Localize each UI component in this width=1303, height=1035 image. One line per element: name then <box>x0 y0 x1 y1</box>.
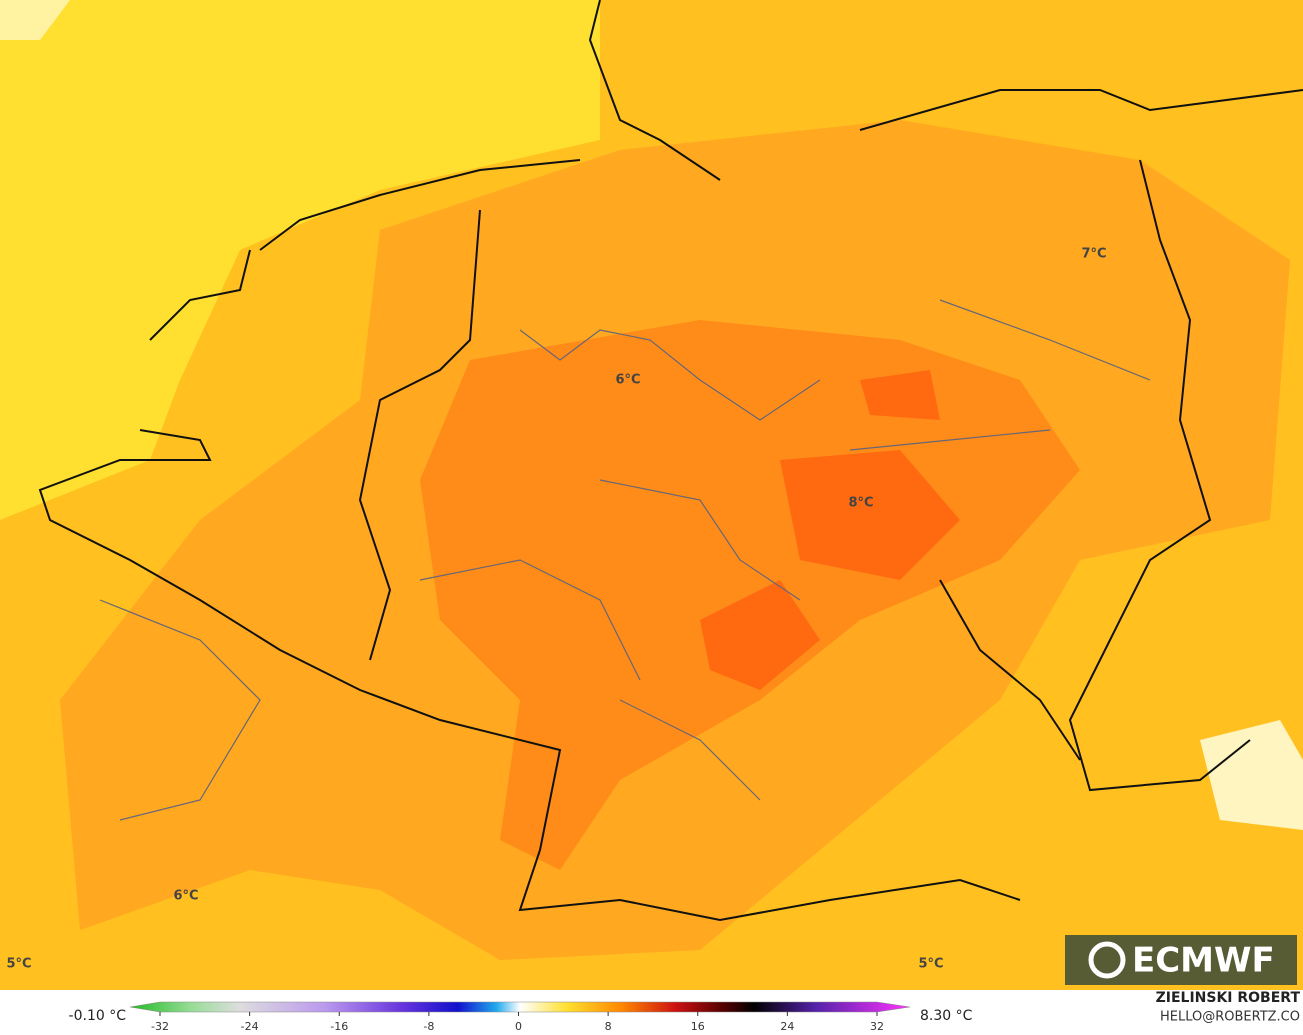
hot-core <box>700 370 960 690</box>
isotherm-label: 6°C <box>615 373 640 388</box>
cool-area <box>1200 720 1303 830</box>
colorbar-tick-label: 16 <box>691 1020 705 1033</box>
contact: HELLO@ROBERTZ.CO <box>1160 1010 1300 1025</box>
colorbar-bar <box>129 1001 911 1013</box>
region-borders <box>99 299 1151 821</box>
isotherm-label: 5°C <box>918 957 943 972</box>
isotherm-label: 8°C <box>848 496 873 511</box>
isotherm-label: 6°C <box>173 889 198 904</box>
light-area <box>0 0 70 40</box>
logo-icon <box>1088 941 1126 979</box>
colorbar-tick-label: 8 <box>605 1020 612 1033</box>
isotherm-label: 7°C <box>1081 247 1106 262</box>
colorbar-tick-label: -32 <box>151 1020 169 1033</box>
logo-text: ECMWF <box>1132 941 1275 981</box>
author: ZIELINSKI ROBERT <box>1156 990 1301 1006</box>
colorbar-tick-label: 32 <box>870 1020 884 1033</box>
max-label: 8.30 °C <box>920 1008 973 1024</box>
colorbar-tick-label: -24 <box>241 1020 259 1033</box>
isotherm-label: 5°C <box>6 957 31 972</box>
colorbar: -0.10 °C 8.30 °C -32 -24 -16 -8 0 8 16 24 32 <box>69 1001 973 1033</box>
map-area: 6°C 7°C 8°C 6°C 5°C 5°C ECMWF <box>0 0 1303 990</box>
colorbar-tick-label: 24 <box>780 1020 794 1033</box>
min-label: -0.10 °C <box>69 1008 127 1024</box>
colorbar-tick-label: -8 <box>423 1020 434 1033</box>
colorbar-tick-label: 0 <box>515 1020 522 1033</box>
country-borders <box>38 0 1303 922</box>
colorbar-tick-label: -16 <box>330 1020 348 1033</box>
